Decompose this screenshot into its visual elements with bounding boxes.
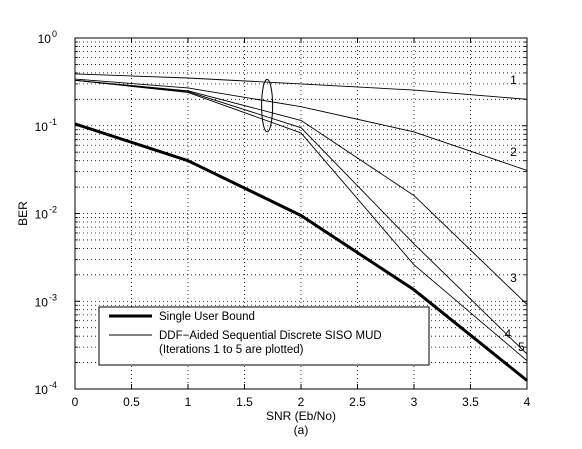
legend-entry-text: (Iterations 1 to 5 are plotted) — [159, 344, 304, 356]
y-tick-label: 10-4 — [35, 380, 57, 397]
curve-label-4: 4 — [504, 327, 511, 341]
series-line-iteration-5 — [74, 79, 528, 362]
y-tick-exponent: -2 — [49, 205, 57, 215]
legend-box — [98, 306, 430, 366]
curve-label-5: 5 — [518, 340, 525, 354]
x-tick-label: 4 — [524, 395, 531, 409]
x-tick-label: 1.5 — [236, 395, 253, 409]
legend: Single User Bound DDF−Aided Sequential Di… — [98, 306, 430, 366]
x-tick-label: 2 — [298, 395, 305, 409]
annotations: 1 2 3 45 — [261, 73, 525, 354]
x-tick-label: 2.5 — [349, 395, 366, 409]
x-tick-label: 3.5 — [462, 395, 479, 409]
y-tick-exponent: 0 — [52, 29, 57, 39]
y-tick-label: 10-2 — [35, 205, 57, 222]
y-tick-exponent: -1 — [49, 117, 57, 127]
y-tick-label: 100 — [38, 29, 57, 46]
curve-label-1: 1 — [510, 73, 517, 87]
figure-caption: (a) — [294, 423, 309, 437]
x-tick-label: 0 — [72, 395, 79, 409]
curve-label-2: 2 — [510, 145, 517, 159]
y-axis-label: BER — [16, 201, 30, 226]
curve-label-3: 3 — [510, 271, 517, 285]
y-tick-exponent: -4 — [49, 380, 57, 390]
series-line-iteration-1 — [74, 73, 528, 100]
y-tick-label: 10-1 — [35, 117, 57, 134]
iterations-ellipse — [261, 78, 274, 133]
y-tick-exponent: -3 — [49, 292, 57, 302]
series-line-iteration-2 — [74, 78, 528, 171]
legend-entry-text: Single User Bound — [159, 311, 255, 323]
y-tick-label: 10-3 — [35, 292, 57, 309]
x-tick-label: 0.5 — [123, 395, 140, 409]
series-line-iteration-4 — [74, 79, 528, 355]
grid — [75, 38, 527, 389]
series-group — [74, 73, 528, 382]
x-tick-label: 3 — [411, 395, 418, 409]
legend-entry-text: DDF−Aided Sequential Discrete SISO MUD — [159, 330, 382, 342]
series-line-single-user-bound — [74, 122, 528, 382]
x-tick-label: 1 — [185, 395, 192, 409]
series-line-iteration-3 — [74, 79, 528, 305]
x-axis-label: SNR (Eb/No) — [266, 409, 336, 423]
